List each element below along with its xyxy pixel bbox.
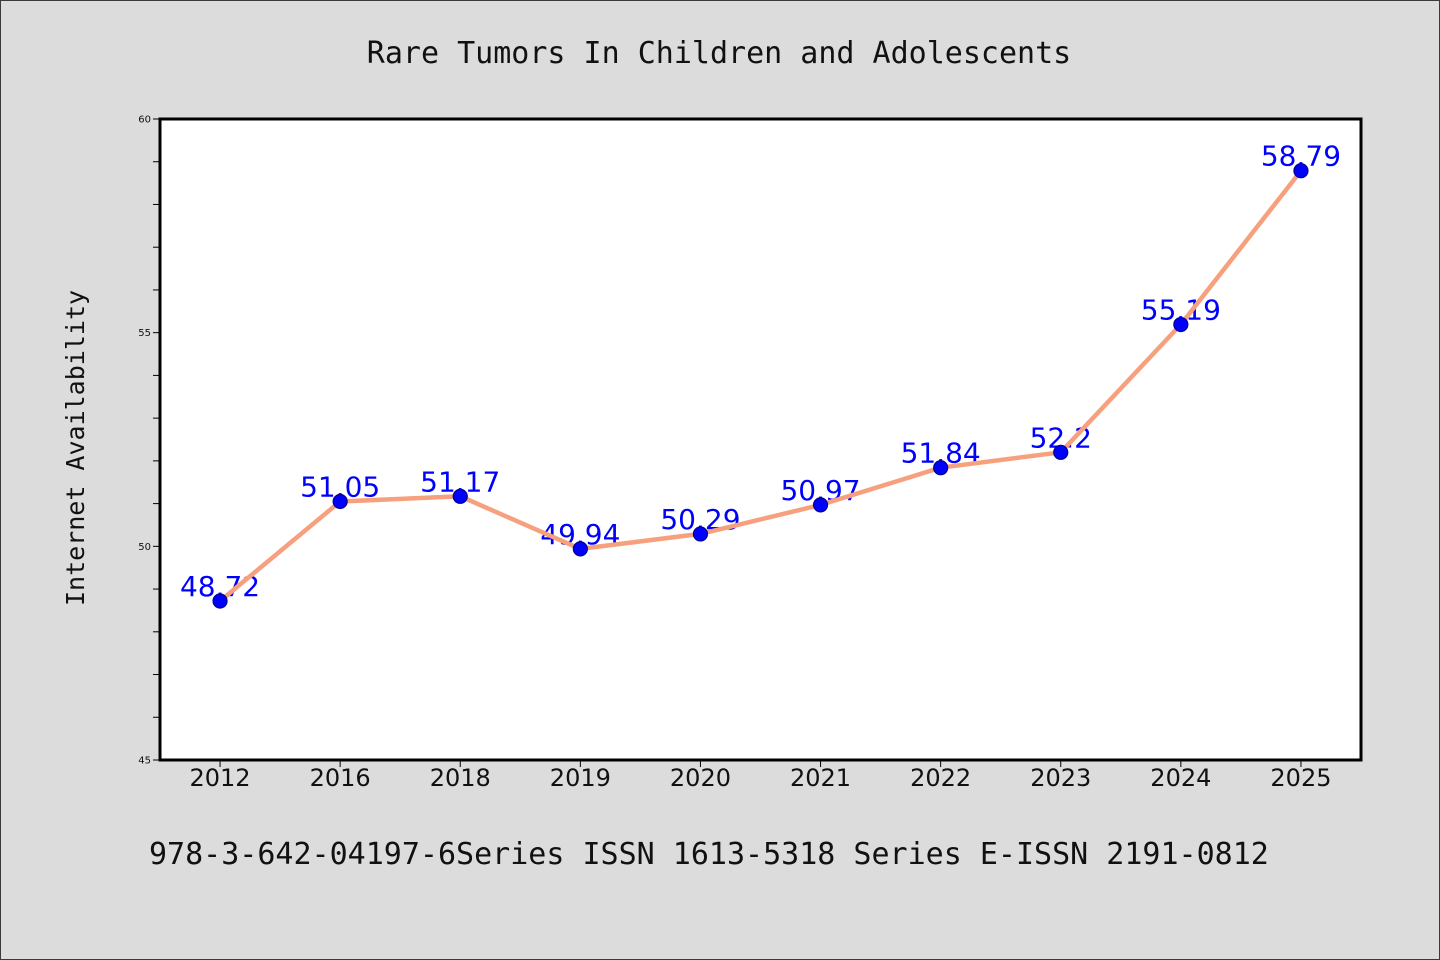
x-axis: 2012 2016 2018 2019 2020 2021 2022 2023 2024 2025	[190, 760, 1331, 792]
data-point	[1293, 163, 1309, 179]
x-tick-label: 2022	[910, 764, 971, 792]
data-point	[933, 460, 949, 476]
data-point	[332, 493, 348, 510]
data-point	[1173, 316, 1189, 333]
chart-title: Rare Tumors In Children and Adolescents	[367, 36, 1071, 71]
x-tick-label: 2023	[1030, 764, 1091, 792]
data-point	[212, 593, 228, 609]
data-point	[452, 488, 468, 504]
y-tick-label: 50	[138, 542, 151, 553]
y-tick-label: 60	[138, 115, 151, 126]
data-point	[572, 541, 588, 557]
data-point	[812, 497, 829, 513]
data-point	[1053, 444, 1069, 460]
series-line	[217, 168, 1304, 604]
series-markers	[212, 163, 1309, 609]
x-tick-label: 2012	[190, 764, 251, 792]
x-tick-label: 2020	[670, 764, 731, 792]
series-line-group	[217, 168, 1304, 604]
y-axis: 45 50 55 60	[138, 115, 160, 767]
y-axis-label: Internet Availability	[61, 290, 90, 606]
footer-text: 978-3-642-04197-6Series ISSN 1613-5318 S…	[149, 837, 1269, 872]
x-tick-label: 2025	[1270, 764, 1331, 792]
x-tick-label: 2019	[550, 764, 611, 792]
y-tick-label: 55	[138, 328, 151, 339]
y-tick-label: 45	[138, 756, 151, 767]
x-tick-label: 2021	[790, 764, 851, 792]
x-tick-label: 2024	[1150, 764, 1211, 792]
data-point	[692, 526, 709, 542]
x-tick-label: 2016	[310, 764, 371, 792]
x-tick-label: 2018	[430, 764, 491, 792]
plot-area	[158, 117, 1363, 762]
